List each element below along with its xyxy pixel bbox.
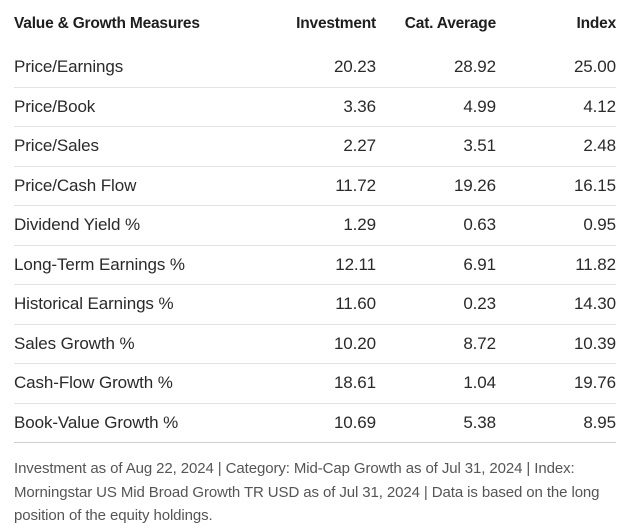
index-value: 4.12 — [496, 86, 616, 127]
header-investment: Investment — [296, 15, 376, 32]
index-value: 10.39 — [496, 323, 616, 364]
cat-average-value: 0.63 — [376, 205, 496, 245]
table-row: Price/Sales 2.27 3.51 2.48 — [14, 126, 616, 166]
investment-value: 11.60 — [276, 284, 376, 324]
cat-average-value: 3.51 — [376, 126, 496, 166]
investment-value: 20.23 — [333, 57, 376, 77]
table-row: Price/Cash Flow 11.72 19.26 16.15 — [14, 165, 616, 206]
cat-average-value: 1.04 — [376, 363, 496, 403]
cat-average-value: 6.91 — [376, 244, 496, 285]
measure-name: Price/Cash Flow — [14, 165, 276, 206]
value-growth-table: Value & Growth Measures Investment Cat. … — [14, 0, 616, 443]
measure-name: Cash-Flow Growth % — [14, 363, 276, 403]
investment-value: 12.11 — [276, 244, 376, 285]
cat-average-value: 0.23 — [376, 284, 496, 324]
measure-name: Price/Sales — [14, 126, 276, 166]
investment-value: 10.20 — [276, 323, 376, 364]
index-value: 25.00 — [573, 57, 616, 77]
header-measure: Value & Growth Measures — [14, 15, 200, 32]
table-row: Sales Growth % 10.20 8.72 10.39 — [14, 323, 616, 364]
table-row: Historical Earnings % 11.60 0.23 14.30 — [14, 284, 616, 324]
measure-name: Dividend Yield % — [14, 205, 276, 245]
index-value: 16.15 — [496, 165, 616, 206]
table-row: Price/Book 3.36 4.99 4.12 — [14, 86, 616, 127]
cat-average-value: 8.72 — [376, 323, 496, 364]
footnote: Investment as of Aug 22, 2024 | Category… — [14, 460, 600, 524]
measure-name: Price/Book — [14, 86, 276, 127]
index-value: 19.76 — [496, 363, 616, 403]
measure-name: Price/Earnings — [14, 57, 124, 77]
index-value: 0.95 — [496, 205, 616, 245]
investment-value: 2.27 — [276, 126, 376, 166]
investment-value: 1.29 — [276, 205, 376, 245]
table-row: Cash-Flow Growth % 18.61 1.04 19.76 — [14, 363, 616, 403]
table-row: Dividend Yield % 1.29 0.63 0.95 — [14, 205, 616, 245]
header-index: Index — [576, 15, 617, 32]
investment-value: 11.72 — [276, 165, 376, 206]
index-value: 2.48 — [496, 126, 616, 166]
measure-name: Book-Value Growth % — [14, 402, 276, 443]
measure-name: Long-Term Earnings % — [14, 244, 276, 285]
index-value: 8.95 — [496, 402, 616, 443]
table-header-row: Value & Growth Measures Investment Cat. … — [14, 0, 616, 48]
measure-name: Sales Growth % — [14, 323, 276, 364]
index-value: 14.30 — [496, 284, 616, 324]
table-row: Price/Earnings 20.23 28.92 25.00 — [14, 48, 616, 87]
table-row: Book-Value Growth % 10.69 5.38 8.95 — [14, 402, 616, 443]
investment-value: 18.61 — [276, 363, 376, 403]
header-cat-average: Cat. Average — [404, 15, 496, 32]
cat-average-value: 4.99 — [376, 86, 496, 127]
cat-average-value: 5.38 — [376, 402, 496, 443]
index-value: 11.82 — [496, 244, 616, 285]
cat-average-value: 19.26 — [376, 165, 496, 206]
table-row: Long-Term Earnings % 12.11 6.91 11.82 — [14, 244, 616, 285]
investment-value: 10.69 — [276, 402, 376, 443]
measure-name: Historical Earnings % — [14, 284, 276, 324]
investment-value: 3.36 — [276, 86, 376, 127]
value-growth-measures-panel: Value & Growth Measures Investment Cat. … — [14, 0, 616, 528]
cat-average-value: 28.92 — [453, 57, 496, 77]
